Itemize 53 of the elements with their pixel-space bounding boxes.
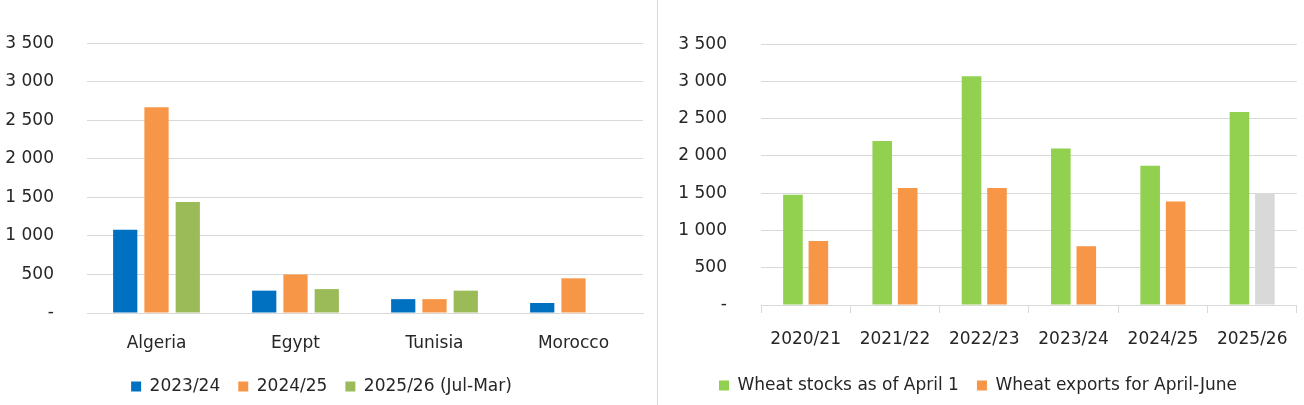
bar [987,188,1007,305]
x-tick-label: 2021/22 [859,327,931,348]
y-tick-label: 2 000 [5,147,54,168]
y-tick-label: 2 000 [678,144,727,165]
bar [1051,148,1071,305]
y-tick-label: 500 [694,256,727,277]
legend-label: 2024/25 [256,374,328,395]
legend-label: Wheat stocks as of April 1 [737,373,959,394]
bar [422,299,447,313]
y-tick-label: 500 [21,262,54,283]
bar [453,290,478,313]
bar [314,289,339,313]
bar [1165,201,1186,305]
bar [391,299,416,313]
bar [252,290,277,313]
y-tick-label: 3 000 [678,69,727,90]
y-tick-label: 3 500 [5,31,54,52]
bar [808,240,829,305]
y-tick-label: 2 500 [5,108,54,129]
bar [530,302,555,313]
y-tick-label: 1 000 [678,218,727,239]
legend-label: Wheat exports for April-June [995,373,1238,394]
y-tick-label: 3 500 [678,32,727,53]
x-tick-label: Morocco [537,331,610,352]
x-tick-label: Algeria [126,331,187,352]
x-tick-label: 2020/21 [770,327,841,348]
bar [897,188,918,305]
bar [1140,165,1160,305]
bar [144,107,169,313]
bar [1076,246,1097,305]
y-tick-label: 1 500 [678,181,727,202]
x-tick-label: 2024/25 [1127,327,1199,348]
legend-label: 2025/26 (Jul-Mar) [363,374,512,395]
bar [283,274,308,313]
bar [783,194,803,305]
x-tick-label: Egypt [270,331,321,352]
y-tick-label: 3 000 [5,70,54,91]
y-tick-label: - [720,293,727,314]
y-tick-label: 1 000 [5,224,54,245]
bar [113,229,138,313]
y-tick-label: 2 500 [678,107,727,128]
bar [1229,112,1250,305]
bar [561,278,586,313]
y-tick-label: 1 500 [5,185,54,206]
bar [961,76,982,305]
legend-label: 2023/24 [149,374,221,395]
x-tick-label: 2025/26 [1216,327,1288,348]
x-tick-label: 2023/24 [1038,327,1109,348]
bar [872,141,893,305]
x-tick-label: Tunisia [404,331,464,352]
y-tick-label: - [47,301,54,322]
x-tick-label: 2022/23 [948,327,1020,348]
bar [175,202,200,313]
